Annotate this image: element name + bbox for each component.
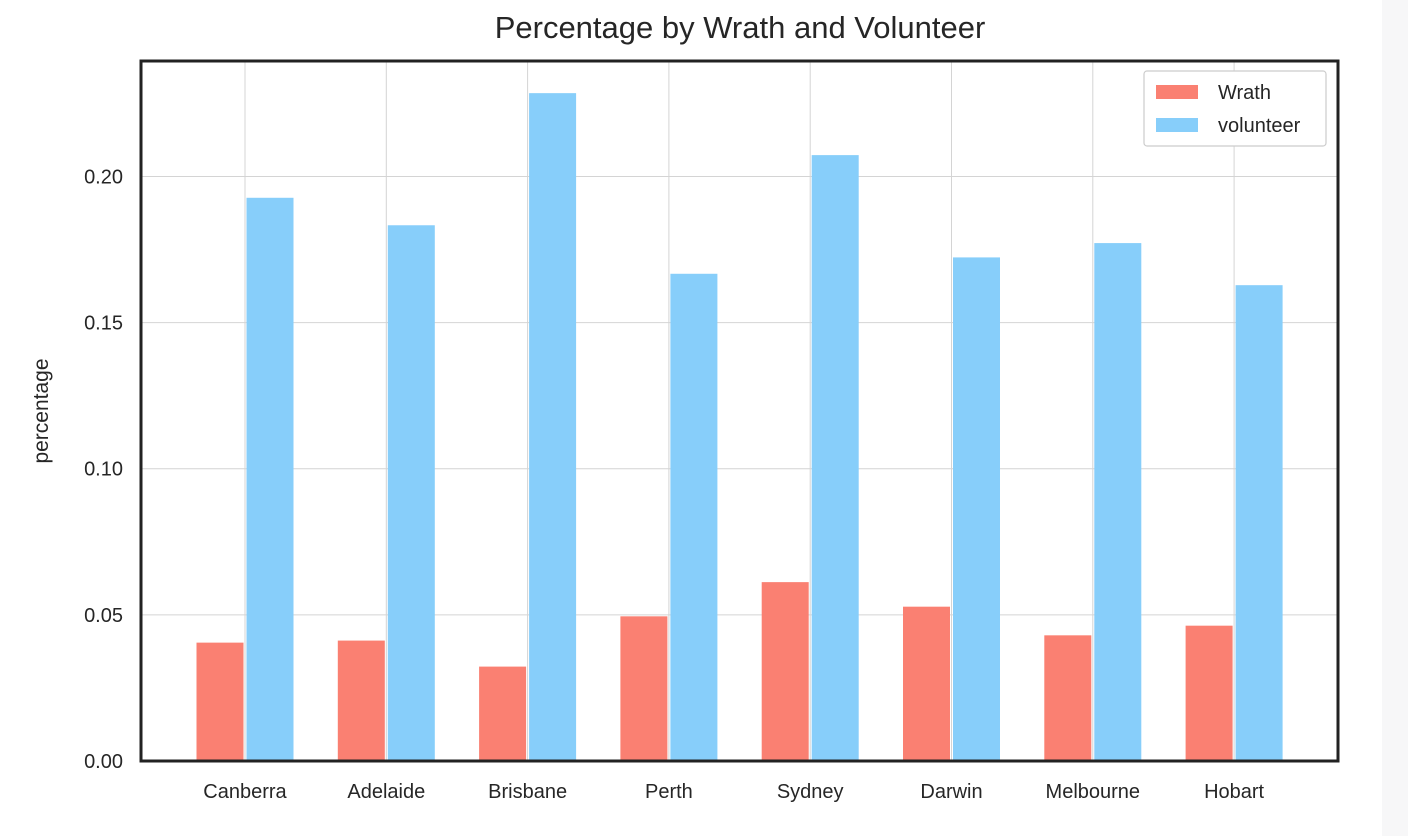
y-axis-label: percentage bbox=[30, 358, 53, 463]
x-tick-label: Canberra bbox=[203, 781, 287, 803]
bar-wrath bbox=[903, 606, 950, 761]
bar-wrath bbox=[1185, 625, 1233, 761]
bar-wrath bbox=[337, 640, 385, 761]
x-tick-label: Adelaide bbox=[347, 781, 425, 803]
bar-wrath bbox=[196, 642, 244, 761]
bar-wrath bbox=[761, 582, 809, 761]
x-tick-label: Melbourne bbox=[1046, 781, 1141, 803]
bar-volunteer bbox=[1235, 285, 1283, 761]
x-tick-label: Sydney bbox=[777, 781, 844, 803]
x-tick-label: Hobart bbox=[1204, 781, 1264, 803]
bar-volunteer bbox=[811, 155, 859, 761]
legend-label-volunteer: volunteer bbox=[1218, 115, 1301, 137]
x-tick-label: Perth bbox=[645, 781, 693, 803]
bar-wrath bbox=[479, 666, 527, 761]
y-tick-label: 0.20 bbox=[84, 166, 123, 188]
chart-title: Percentage by Wrath and Volunteer bbox=[495, 10, 986, 45]
bar-wrath bbox=[1044, 635, 1092, 761]
y-ticks: 0.00 0.05 0.10 0.15 0.20 bbox=[84, 166, 123, 773]
bar-volunteer bbox=[1094, 243, 1142, 762]
y-tick-label: 0.00 bbox=[84, 751, 123, 773]
bar-volunteer bbox=[670, 273, 718, 761]
bar-wrath bbox=[620, 616, 668, 761]
y-tick-label: 0.15 bbox=[84, 313, 123, 335]
bar-volunteer bbox=[387, 225, 435, 762]
legend-label-wrath: Wrath bbox=[1218, 82, 1271, 104]
bar-volunteer bbox=[246, 197, 294, 761]
page-edge-strip bbox=[1382, 0, 1408, 836]
legend: Wrath volunteer bbox=[1143, 70, 1327, 147]
plot-frame bbox=[139, 59, 1340, 763]
x-tick-label: Darwin bbox=[920, 781, 982, 803]
x-tick-label: Brisbane bbox=[488, 781, 567, 803]
bar-volunteer bbox=[953, 257, 1000, 761]
x-ticks: Canberra Adelaide Brisbane Perth Sydney Darwi… bbox=[203, 781, 1264, 803]
bars bbox=[196, 93, 1283, 762]
legend-swatch-wrath bbox=[1156, 85, 1198, 99]
bar-volunteer bbox=[529, 93, 577, 761]
y-tick-label: 0.10 bbox=[84, 459, 123, 481]
y-tick-label: 0.05 bbox=[84, 605, 123, 627]
legend-swatch-volunteer bbox=[1156, 118, 1198, 132]
grid-lines bbox=[141, 61, 1338, 761]
